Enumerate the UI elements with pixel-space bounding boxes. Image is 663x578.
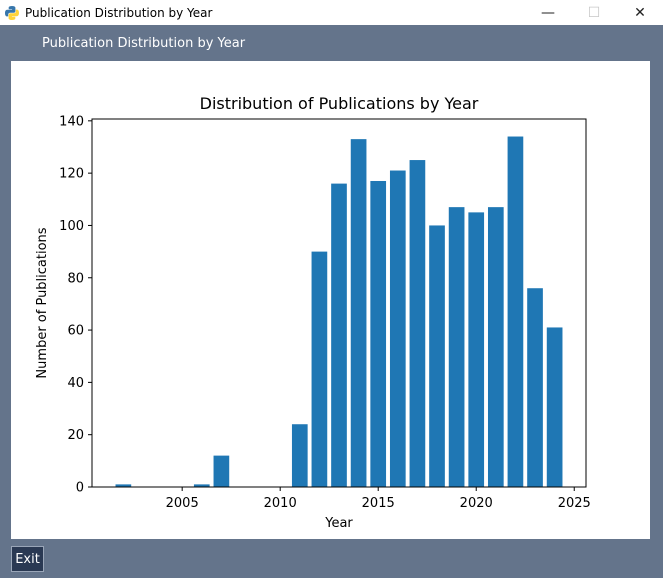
window-titlebar: Publication Distribution by Year — ☐ ✕ [0, 0, 663, 25]
bar-2013 [331, 183, 347, 487]
bar-chart: Distribution of Publications by Year 0 20… [35, 94, 591, 531]
window-controls: — ☐ ✕ [525, 0, 663, 25]
bar-2012 [311, 251, 328, 487]
x-tick-label: 2005 [166, 496, 199, 511]
window-title: Publication Distribution by Year [25, 5, 213, 20]
bar-2017 [409, 160, 426, 487]
bar-2022 [507, 136, 524, 487]
panel-label: Publication Distribution by Year [42, 36, 246, 51]
x-tick-label: 2015 [362, 496, 395, 511]
bars-group [115, 136, 563, 487]
y-tick-label: 100 [59, 219, 84, 234]
python-app-icon [5, 5, 19, 20]
close-button[interactable]: ✕ [634, 4, 646, 21]
minimize-button[interactable]: — [541, 4, 555, 21]
y-axis: 0 20 40 60 80 100 120 140 [59, 114, 92, 496]
bar-2019 [448, 207, 465, 487]
maximize-button[interactable]: ☐ [587, 4, 601, 21]
bar-2023 [527, 288, 543, 487]
x-tick-label: 2010 [264, 496, 297, 511]
chart-container: Distribution of Publications by Year 0 20… [11, 61, 650, 539]
bar-2002 [115, 484, 132, 487]
x-tick-label: 2020 [460, 496, 493, 511]
bar-2015 [370, 180, 387, 487]
bar-2011 [291, 424, 308, 487]
y-tick-label: 120 [59, 167, 84, 182]
y-axis-label: Number of Publications [35, 227, 50, 378]
bar-2021 [487, 207, 504, 487]
y-tick-label: 40 [67, 376, 84, 391]
bar-2006 [193, 484, 210, 487]
bar-2016 [389, 170, 406, 487]
y-tick-label: 0 [76, 481, 84, 496]
y-tick-label: 80 [67, 271, 84, 286]
chart-title: Distribution of Publications by Year [200, 94, 479, 113]
x-axis-label: Year [324, 516, 353, 531]
bar-2007 [213, 455, 230, 487]
exit-button[interactable]: Exit [11, 546, 44, 572]
x-axis: 2005 2010 2015 2020 2025 [166, 487, 591, 511]
y-tick-label: 60 [67, 324, 84, 339]
y-tick-label: 140 [59, 114, 84, 129]
x-tick-label: 2025 [558, 496, 591, 511]
bar-2020 [468, 212, 485, 487]
bar-2018 [429, 225, 445, 487]
bar-2024 [546, 327, 563, 487]
bar-2014 [350, 139, 367, 487]
plot-frame [91, 118, 587, 488]
y-tick-label: 20 [67, 428, 84, 443]
